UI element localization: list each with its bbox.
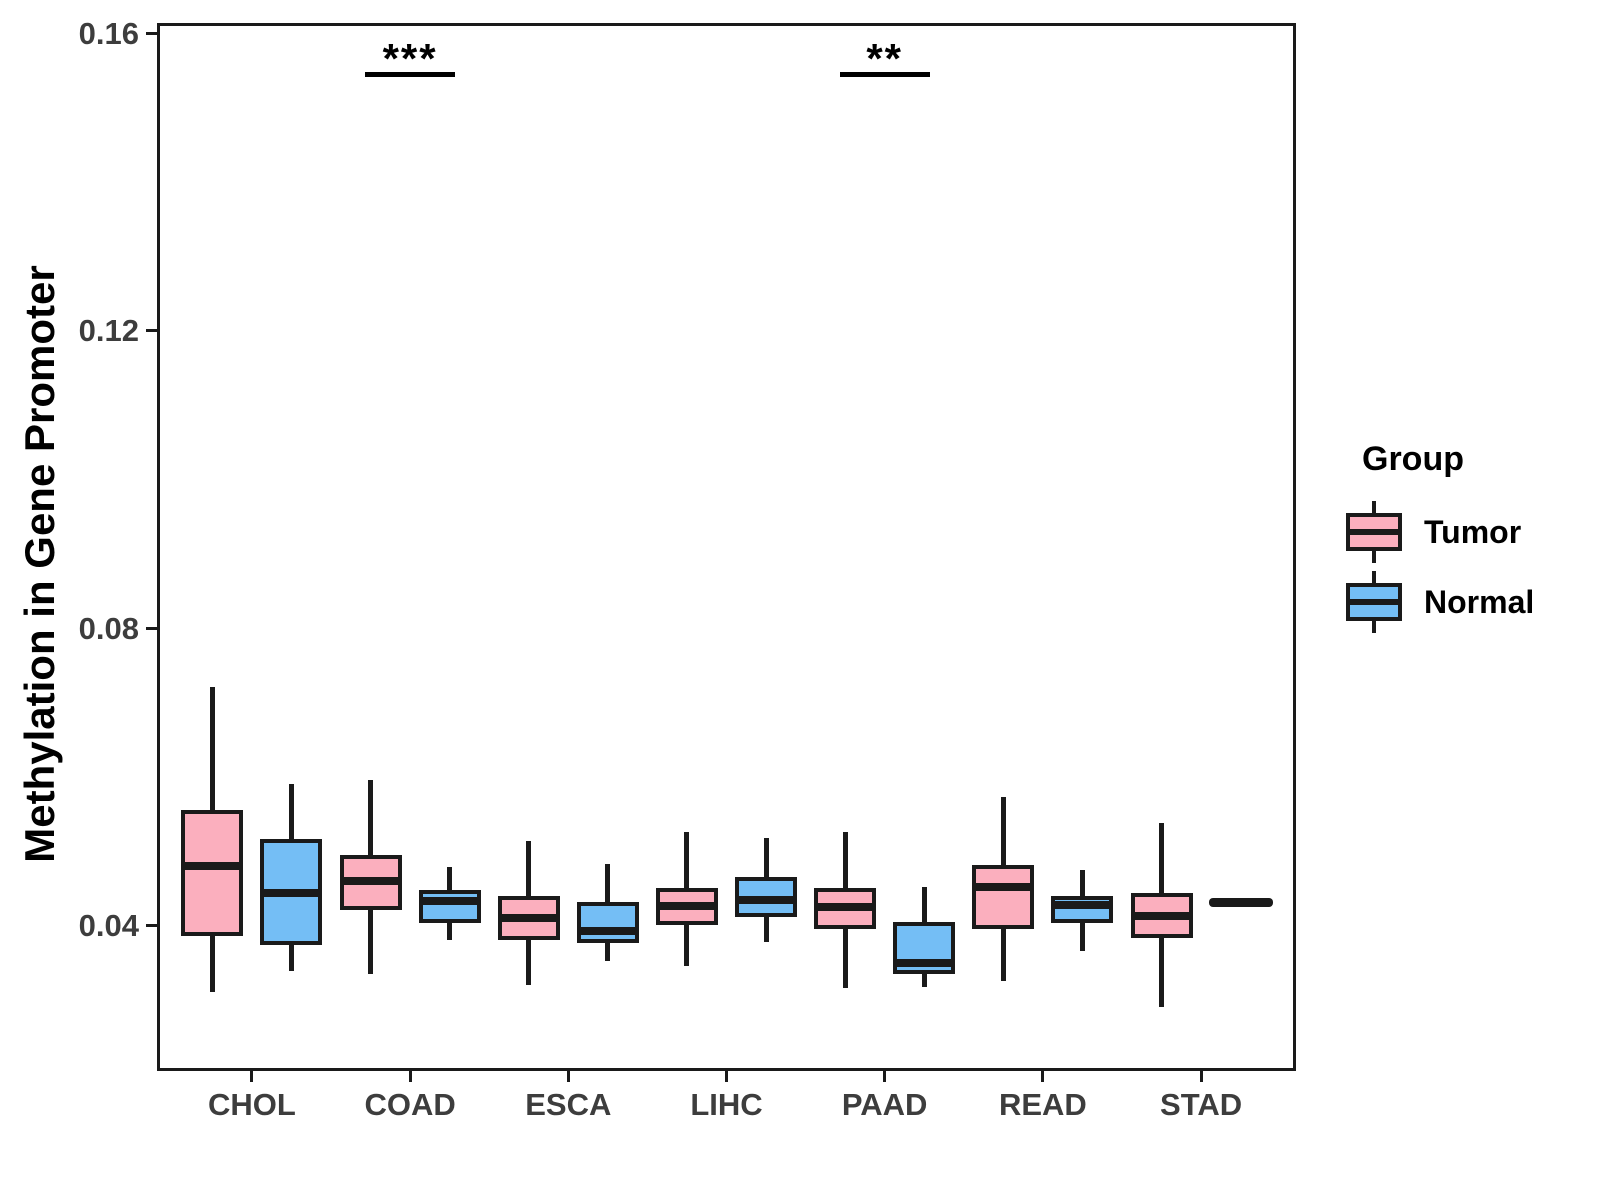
swatch-whisker-icon xyxy=(1372,501,1376,513)
whisker-upper xyxy=(605,864,611,903)
median-line xyxy=(576,926,639,935)
whisker-upper xyxy=(1000,797,1006,866)
median-line xyxy=(418,896,481,905)
whisker-upper xyxy=(447,867,453,891)
median-line xyxy=(339,876,402,885)
swatch-whisker-icon xyxy=(1372,571,1376,583)
swatch-median-icon xyxy=(1346,529,1402,535)
x-tick-mark xyxy=(1199,1071,1203,1082)
tumor-box-CHOL xyxy=(181,810,244,937)
whisker-lower xyxy=(1000,929,1006,982)
whisker-lower xyxy=(684,925,690,967)
normal-boxplot-swatch-icon xyxy=(1346,571,1402,633)
whisker-upper xyxy=(526,841,532,896)
normal-flat-median-STAD xyxy=(1208,897,1273,907)
whisker-lower xyxy=(842,929,848,989)
x-tick-mark xyxy=(1041,1071,1045,1082)
x-tick-label: STAD xyxy=(1160,1087,1243,1122)
x-tick-label: COAD xyxy=(364,1087,456,1122)
tumor-box-READ xyxy=(972,865,1035,930)
swatch-whisker-icon xyxy=(1372,551,1376,563)
whisker-upper xyxy=(1159,823,1165,894)
x-tick-mark xyxy=(566,1071,570,1082)
y-tick-label: 0.16 xyxy=(78,15,139,51)
whisker-upper xyxy=(209,687,215,811)
plot-panel xyxy=(157,23,1296,1071)
normal-box-COAD xyxy=(418,890,481,924)
median-line xyxy=(655,901,718,910)
y-tick-mark xyxy=(146,31,157,35)
whisker-upper xyxy=(288,784,294,840)
whisker-upper xyxy=(763,837,769,877)
whisker-upper xyxy=(921,887,927,922)
significance-line xyxy=(839,72,930,77)
y-tick-mark xyxy=(146,626,157,630)
whisker-lower xyxy=(526,940,532,985)
whisker-lower xyxy=(605,943,611,961)
x-tick-label: LIHC xyxy=(690,1087,763,1122)
swatch-whisker-icon xyxy=(1372,621,1376,633)
swatch-median-icon xyxy=(1346,599,1402,605)
y-tick-label: 0.04 xyxy=(78,907,139,943)
x-tick-mark xyxy=(408,1071,412,1082)
legend-title: Group xyxy=(1362,440,1464,478)
whisker-lower xyxy=(288,945,294,971)
tumor-boxplot-swatch-icon xyxy=(1346,501,1402,563)
whisker-upper xyxy=(1079,870,1085,897)
x-tick-label: PAAD xyxy=(841,1087,928,1122)
y-tick-label: 0.12 xyxy=(78,313,139,349)
x-tick-label: READ xyxy=(998,1087,1087,1122)
whisker-lower xyxy=(1159,937,1165,1008)
whisker-lower xyxy=(921,974,927,987)
x-tick-mark xyxy=(883,1071,887,1082)
x-tick-mark xyxy=(725,1071,728,1082)
median-line xyxy=(497,913,560,922)
whisker-lower xyxy=(209,936,215,993)
legend-item-normal: Normal xyxy=(1340,567,1590,637)
y-tick-label: 0.08 xyxy=(78,610,139,646)
whisker-upper xyxy=(368,780,374,855)
median-line xyxy=(181,861,244,870)
x-tick-label: CHOL xyxy=(207,1087,296,1122)
median-line xyxy=(814,903,877,912)
significance-line xyxy=(365,72,456,77)
whisker-lower xyxy=(763,917,769,943)
whisker-lower xyxy=(1079,923,1085,952)
whisker-upper xyxy=(842,831,848,889)
legend-label-tumor: Tumor xyxy=(1424,513,1522,550)
legend-item-tumor: Tumor xyxy=(1340,497,1590,567)
median-line xyxy=(735,896,798,905)
median-line xyxy=(1130,912,1193,921)
y-tick-mark xyxy=(146,923,157,927)
median-line xyxy=(260,888,323,897)
legend: Group Tumor Normal xyxy=(1340,440,1590,637)
whisker-lower xyxy=(447,923,453,941)
whisker-upper xyxy=(684,832,690,889)
whisker-lower xyxy=(368,910,374,974)
x-tick-label: ESCA xyxy=(525,1087,612,1122)
x-tick-mark xyxy=(250,1071,254,1082)
legend-label-normal: Normal xyxy=(1424,583,1535,620)
median-line xyxy=(1051,901,1114,910)
normal-box-ESCA xyxy=(576,902,639,944)
y-tick-mark xyxy=(146,329,157,333)
normal-box-READ xyxy=(1051,896,1114,924)
median-line xyxy=(972,883,1035,892)
median-line xyxy=(893,959,956,968)
